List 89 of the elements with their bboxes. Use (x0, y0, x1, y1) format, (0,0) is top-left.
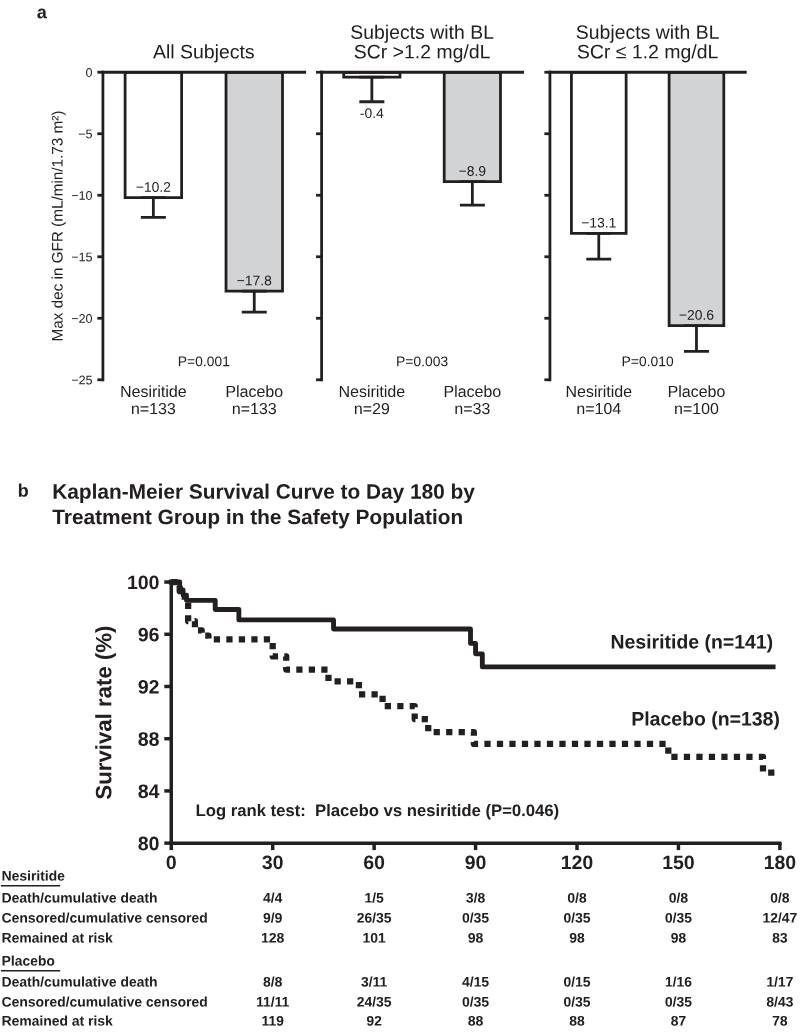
text: 0/8 (770, 892, 790, 903)
text: 0/35 (665, 912, 692, 923)
data-label: −20.6 (679, 309, 714, 320)
annotation: P=0.003 (397, 356, 448, 367)
y-axis-title: Survival rate (%) (95, 626, 116, 800)
text: 88 (569, 1015, 585, 1026)
text: 0/35 (665, 996, 692, 1007)
series-label: Nesiritide (n=141) (611, 634, 773, 653)
text: 24/35 (357, 996, 392, 1007)
text: Remained at risk (2, 1015, 113, 1026)
chart-title: Kaplan-Meier Survival Curve to Day 180 by Treatment Group in the Safety Population (52, 483, 475, 529)
y-tick-label: 88 (138, 732, 159, 746)
annotation: P=0.010 (622, 356, 674, 367)
text: 0/15 (564, 976, 591, 987)
text: 0/35 (564, 912, 591, 923)
data-label: −13.1 (581, 217, 616, 228)
y-tick-label: 80 (138, 836, 159, 851)
data-label: −8.9 (459, 166, 486, 176)
text: 8/8 (263, 976, 282, 987)
x-tick-label: 120 (562, 855, 593, 870)
text: 98 (569, 932, 585, 943)
y-tick-label: −10 (71, 191, 93, 200)
text: a (37, 8, 47, 19)
y-tick-label: 96 (138, 627, 159, 642)
text: 1/16 (665, 976, 692, 987)
text: 0/8 (669, 892, 688, 903)
text: 119 (262, 1015, 284, 1026)
text: 26/35 (357, 912, 392, 923)
data-label: -0.4 (360, 108, 384, 119)
text: 0/35 (564, 996, 591, 1007)
x-tick-label: Placebo n=33 (444, 385, 501, 415)
text: 83 (772, 932, 788, 943)
text: 11/11 (256, 996, 289, 1007)
y-tick-label: 100 (128, 575, 159, 590)
text: Remained at risk (2, 932, 113, 943)
x-tick-label: 90 (465, 855, 486, 870)
y-tick-label: −20 (71, 314, 93, 323)
x-tick-label: 180 (764, 855, 796, 870)
text: 92 (366, 1015, 382, 1026)
x-tick-label: 150 (663, 855, 694, 870)
series-label: Placebo (n=138) (632, 711, 779, 730)
text: 4/4 (263, 892, 283, 903)
text: 3/8 (466, 892, 485, 903)
y-tick-label: 92 (138, 679, 159, 694)
text: b (18, 483, 28, 497)
x-tick-label: Nesiritide n=104 (566, 385, 632, 415)
data-label: −17.8 (237, 275, 272, 286)
text: Censored/cumulative censored (2, 996, 207, 1007)
x-tick-label: Placebo n=133 (226, 385, 283, 415)
x-tick-label: Placebo n=100 (668, 385, 725, 415)
text: 78 (772, 1015, 788, 1026)
chart-title: All Subjects (153, 44, 254, 63)
text: Censored/cumulative censored (2, 912, 207, 923)
text: 98 (671, 932, 686, 943)
x-tick-label: 0 (166, 855, 176, 870)
x-tick-label: 30 (262, 855, 283, 870)
x-tick-label: Nesiritide n=133 (121, 385, 186, 415)
text: 128 (261, 932, 284, 943)
y-tick-label: 84 (138, 784, 160, 799)
annotation: Log rank test: Placebo vs nesiritide (P=0.046) (196, 804, 559, 820)
text: 8/43 (766, 996, 793, 1007)
x-tick-label: 60 (364, 855, 385, 870)
text: 87 (671, 1015, 686, 1026)
text: 101 (363, 932, 386, 943)
annotation: P=0.001 (178, 356, 230, 367)
y-tick-label: −15 (71, 252, 92, 262)
text: 3/11 (361, 976, 387, 987)
text: Nesiritide (2, 870, 65, 881)
text: Placebo (2, 955, 55, 966)
y-tick-label: −25 (71, 375, 92, 385)
text: 88 (468, 1015, 483, 1026)
chart-title: Subjects with BL SCr ≤ 1.2 mg/dL (576, 24, 719, 63)
y-axis-title: Max dec in GFR (mL/min/1.73 m²) (51, 111, 66, 341)
text: 9/9 (263, 912, 282, 923)
text: 0/35 (462, 996, 489, 1007)
chart-title: Subjects with BL SCr >1.2 mg/dL (351, 24, 494, 63)
text: Death/cumulative death (2, 892, 157, 903)
text: 12/47 (763, 912, 797, 923)
text: 1/5 (365, 892, 384, 903)
x-tick-label: Nesiritide n=29 (339, 385, 405, 415)
y-tick-label: −5 (78, 129, 92, 139)
text: Death/cumulative death (2, 976, 157, 987)
text: 0/35 (462, 912, 489, 923)
text: 98 (468, 932, 483, 943)
text: 4/15 (462, 976, 489, 987)
y-tick-label: 0 (86, 68, 93, 77)
text: 0/8 (567, 892, 587, 903)
text: 1/17 (767, 976, 793, 987)
data-label: −10.2 (136, 182, 171, 192)
